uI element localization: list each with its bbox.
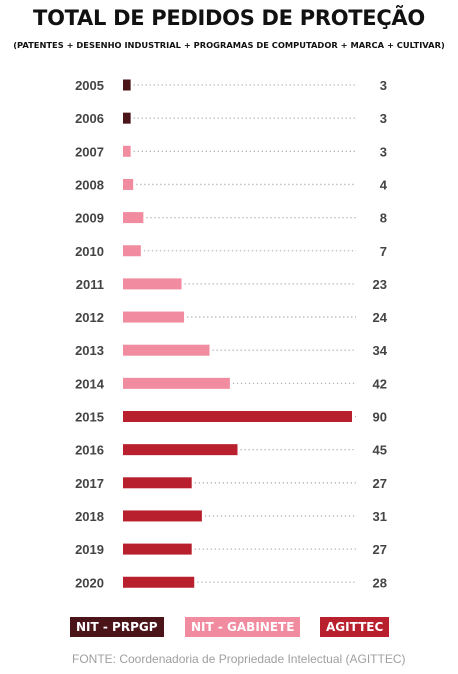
value-label-2020: 28 [373,575,387,590]
value-label-2012: 24 [373,310,388,325]
bar-2007 [123,145,131,157]
value-label-2018: 31 [373,509,387,524]
value-label-2009: 8 [380,211,387,226]
value-label-2016: 45 [373,443,387,458]
year-label-2008: 2008 [75,177,104,192]
value-label-2011: 23 [373,277,387,292]
bar-2010 [123,245,141,257]
bar-2013 [123,344,210,356]
year-label-2005: 2005 [75,78,104,93]
bar-2015 [123,411,352,422]
year-label-2018: 2018 [75,509,104,524]
value-label-2007: 3 [380,144,387,159]
bar-2018 [123,510,202,522]
chart-title: TOTAL DE PEDIDOS DE PROTEÇÃO [33,6,425,30]
bar-chart: 2005 3 2006 3 2007 3 2008 4 2009 8 2010 7 2011 23 2012… [75,78,388,590]
year-label-2007: 2007 [75,144,104,159]
legend-nit-prpgp: NIT - PRPGP [70,617,164,637]
year-label-2009: 2009 [75,211,104,226]
year-label-2011: 2011 [76,277,104,292]
year-label-2010: 2010 [75,244,104,259]
bar-2020 [123,576,195,588]
bar-2019 [123,543,192,555]
value-label-2019: 27 [373,542,387,557]
bar-2017 [123,477,192,489]
bar-2012 [123,311,185,323]
bar-2009 [123,212,144,224]
year-label-2015: 2015 [75,410,104,425]
year-label-2017: 2017 [75,476,104,491]
value-label-2013: 34 [373,343,388,358]
bar-2005 [123,79,131,91]
year-label-2014: 2014 [75,376,105,391]
legend-nit-gabinete: NIT - GABINETE [185,617,301,637]
value-label-2017: 27 [373,476,387,491]
bar-2011 [123,278,182,290]
year-label-2006: 2006 [75,111,104,126]
bar-2014 [123,377,230,389]
year-label-2019: 2019 [75,542,104,557]
value-label-2015: 90 [373,410,387,425]
value-label-2014: 42 [373,376,387,391]
year-label-2020: 2020 [75,575,104,590]
value-label-2005: 3 [380,78,387,93]
bar-2016 [123,444,238,456]
bar-2006 [123,112,131,124]
year-label-2012: 2012 [75,310,104,325]
source-note: FONTE: Coordenadoria de Propriedade Inte… [72,652,406,666]
year-label-2013: 2013 [75,343,104,358]
year-label-2016: 2016 [75,443,104,458]
value-label-2010: 7 [380,244,387,259]
legend-agittec: AGITTEC [320,617,390,637]
value-label-2008: 4 [380,177,388,192]
value-label-2006: 3 [380,111,387,126]
bar-2008 [123,178,134,190]
chart-subtitle: (PATENTES + DESENHO INDUSTRIAL + PROGRAM… [13,40,445,50]
